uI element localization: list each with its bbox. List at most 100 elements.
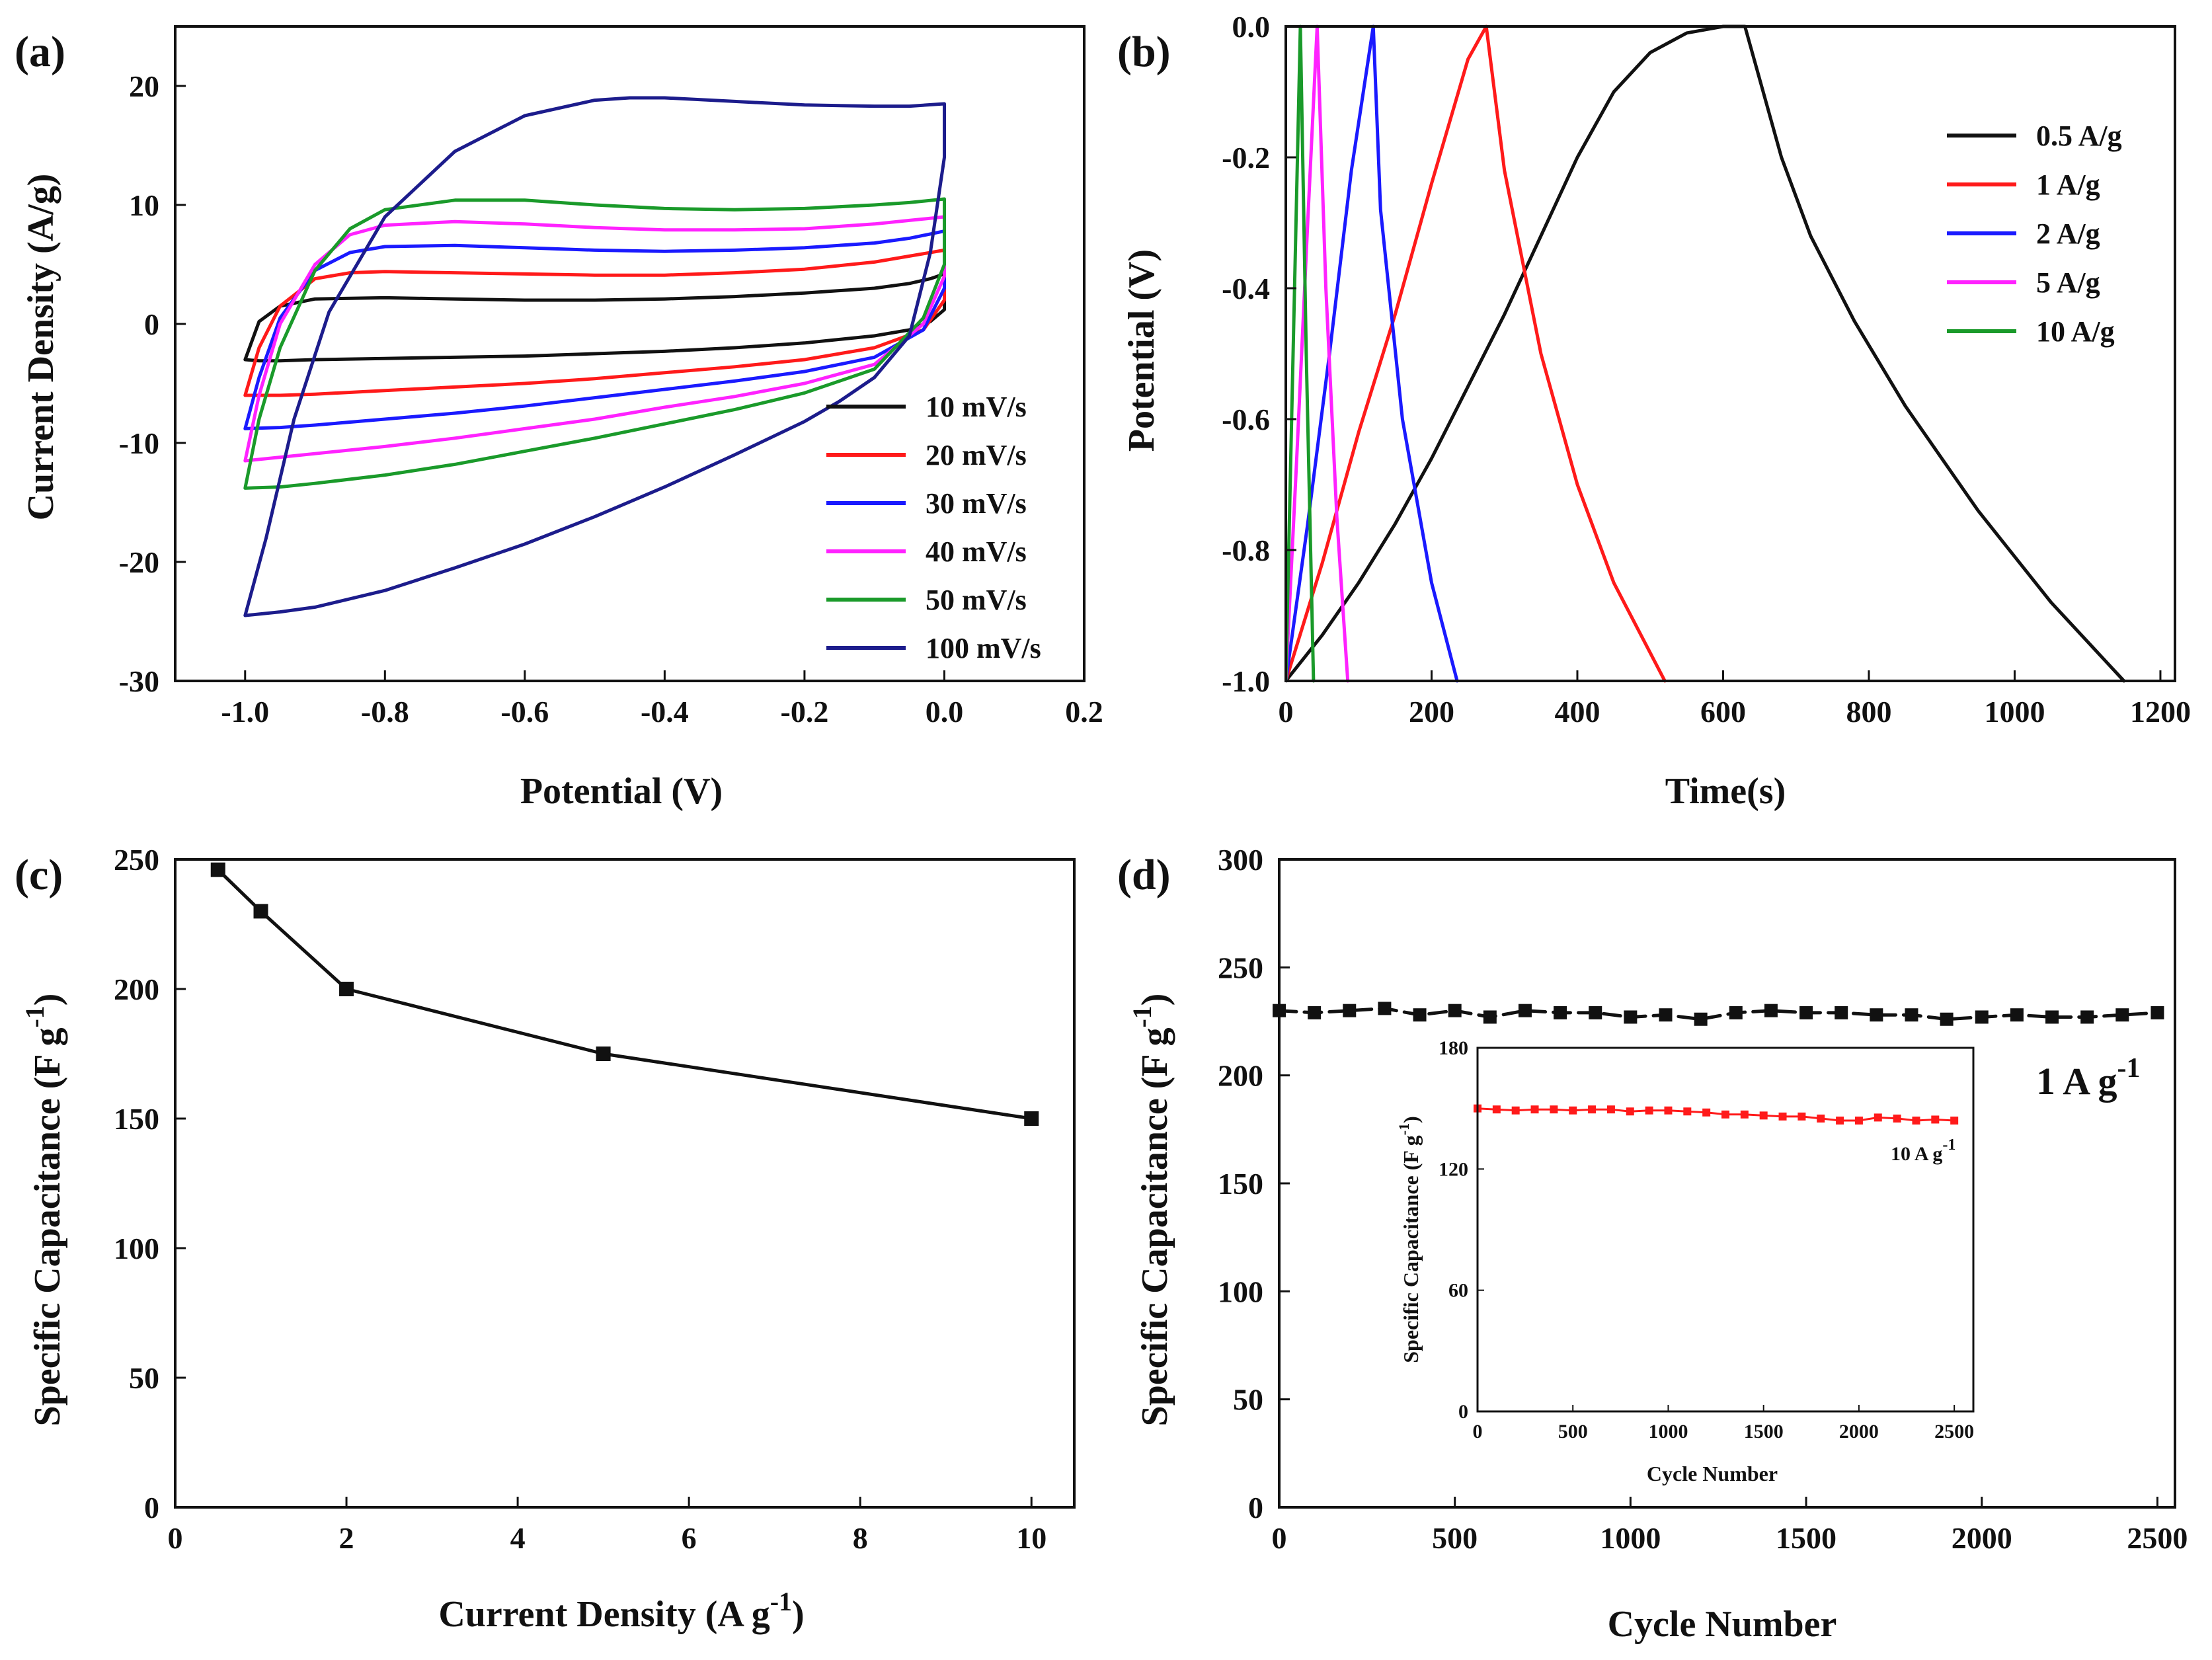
panel-d-x-tick-label-0: 0 <box>1272 1521 1287 1555</box>
panel-d-inset-point-0-20 <box>1854 1117 1863 1125</box>
panel-d-inset-point-0-11 <box>1683 1107 1692 1116</box>
panel-d-inset-series-line-0 <box>1478 1107 1955 1122</box>
panel-b-legend-label-3: 5 A/g <box>2036 266 2100 299</box>
panel-c-x-tick-label-4: 8 <box>853 1521 868 1555</box>
panel-d-y-tick-label-3: 150 <box>1218 1167 1263 1201</box>
panel-d-y-tick-label-6: 300 <box>1218 843 1263 877</box>
panel-c-x-tick-label-2: 4 <box>510 1521 526 1555</box>
panel-d-inset-point-0-15 <box>1759 1111 1768 1120</box>
panel-d-inset-point-0-18 <box>1817 1114 1825 1123</box>
panel-d-point-0-19 <box>1940 1012 1954 1026</box>
panel-b-ticks: 0 200 400 600 800 1000 1200 -1.0 -0.8 -0.6 -0.4 -0.… <box>1222 10 2191 729</box>
panel-d-inset-point-0-10 <box>1664 1106 1673 1115</box>
panel-c-x-axis-title-sup: -1 <box>770 1587 792 1616</box>
panel-d-point-0-12 <box>1694 1012 1708 1026</box>
panel-d-inset-point-0-23 <box>1912 1117 1920 1125</box>
panel-a-legend-label-2: 30 mV/s <box>926 487 1027 520</box>
panel-d-point-0-8 <box>1554 1006 1567 1019</box>
panel-a-y-tick-label-5: 20 <box>129 69 159 103</box>
panel-b-x-tick-label-0: 0 <box>1279 695 1294 729</box>
panel-d-y-tick-label-0: 0 <box>1248 1491 1263 1524</box>
inset-annotation: 10 A g-1 <box>1891 1136 1955 1165</box>
panel-b-x-tick-label-3: 600 <box>1700 695 1746 729</box>
panel-d-point-0-22 <box>2045 1010 2059 1024</box>
inset-plot-frame <box>1476 1047 1975 1413</box>
panel-b-x-tick-label-5: 1000 <box>1984 695 2045 729</box>
panel-c-x-tick-label-3: 6 <box>682 1521 697 1555</box>
panel-c-x-tick-label-1: 2 <box>339 1521 354 1555</box>
panel-d-inset-point-0-7 <box>1606 1105 1615 1114</box>
panel-b-y-tick-label-3: -0.4 <box>1222 272 1270 305</box>
panel-a-y-tick-label-1: -20 <box>119 545 159 579</box>
panel-b-legend-label-0: 0.5 A/g <box>2036 120 2122 152</box>
panel-c-x-axis-title-end: ) <box>792 1594 805 1635</box>
panel-c-y-tick-label-2: 100 <box>114 1232 159 1265</box>
panel-d-inset-point-0-19 <box>1836 1117 1844 1125</box>
inset-y-axis-title-end: ) <box>1399 1116 1423 1123</box>
panel-d-inset-point-0-6 <box>1588 1105 1597 1114</box>
panel-c-y-axis-title-end: ) <box>27 994 68 1006</box>
panel-d-annotation-main: 1 A g <box>2036 1060 2117 1103</box>
panel-d-y-axis-title: Specific Capacitance (F g-1) <box>1127 994 1175 1427</box>
panel-c-y-tick-label-5: 250 <box>114 843 159 877</box>
panel-d-inset-point-0-13 <box>1721 1110 1729 1119</box>
panel-d-point-0-23 <box>2080 1010 2094 1024</box>
panel-a-ticks: -1.0 -0.8 -0.6 -0.4 -0.2 0.0 0.2 -30 -20 -10 0 10 20 <box>119 69 1103 729</box>
panel-d-point-0-1 <box>1308 1006 1322 1019</box>
panel-c-y-tick-label-4: 200 <box>114 972 159 1006</box>
panel-a-series-group <box>243 96 946 617</box>
panel-c-label: (c) <box>15 851 63 899</box>
panel-d-y-tick-label-4: 200 <box>1218 1059 1263 1093</box>
panel-d-point-0-11 <box>1659 1008 1673 1022</box>
panel-d-inset-point-0-17 <box>1797 1112 1806 1121</box>
inset-y-axis-title: Specific Capacitance (F g-1) <box>1396 1116 1423 1363</box>
inset-ticks: 0 500 1000 1500 2000 2500 0 60 120 180 <box>1439 1037 1974 1443</box>
panel-c-series-group <box>210 862 1039 1126</box>
panel-d-point-0-3 <box>1378 1002 1392 1015</box>
panel-d-inset-y-tick-label-2: 120 <box>1439 1158 1468 1180</box>
panel-a-legend: 10 mV/s 20 mV/s 30 mV/s 40 mV/s 50 mV/s 100 m… <box>826 391 1041 664</box>
panel-d-inset-point-0-4 <box>1550 1105 1558 1114</box>
panel-d-point-0-10 <box>1624 1010 1638 1024</box>
panel-d-point-0-16 <box>1835 1006 1848 1019</box>
panel-b-legend-label-2: 2 A/g <box>2036 217 2100 250</box>
panel-b-legend-label-4: 10 A/g <box>2036 315 2115 348</box>
panel-b-y-tick-label-4: -0.2 <box>1222 141 1270 175</box>
panel-b-series-group <box>1286 24 2126 683</box>
panel-d-inset-x-tick-label-4: 2000 <box>1839 1421 1879 1443</box>
panel-d-inset-point-0-24 <box>1931 1115 1940 1124</box>
panel-b-legend: 0.5 A/g 1 A/g 2 A/g 5 A/g 10 A/g <box>1947 120 2122 348</box>
panel-c-x-tick-label-0: 0 <box>168 1521 183 1555</box>
panel-b-legend-label-1: 1 A/g <box>2036 169 2100 201</box>
panel-a-x-tick-label-4: -0.2 <box>781 695 829 729</box>
panel-d-point-0-18 <box>1905 1008 1918 1022</box>
panel-a-series-line-2 <box>243 229 946 430</box>
panel-d-ticks: 0 500 1000 1500 2000 2500 0 50 100 150 200 250 300 <box>1218 843 2188 1555</box>
panel-d-point-0-2 <box>1343 1004 1357 1017</box>
panel-a-legend-label-3: 40 mV/s <box>926 535 1027 568</box>
panel-d-inset-point-0-22 <box>1893 1114 1901 1123</box>
panel-d-point-0-21 <box>2010 1008 2024 1022</box>
panel-d-inset-point-0-8 <box>1626 1107 1634 1116</box>
panel-d-point-0-9 <box>1589 1006 1602 1019</box>
panel-d-inset-point-0-21 <box>1874 1113 1882 1122</box>
panel-d-x-axis-title: Cycle Number <box>1608 1604 1837 1645</box>
panel-a-y-tick-label-2: -10 <box>119 426 159 460</box>
panel-a-y-tick-label-0: -30 <box>119 664 159 698</box>
panel-a-legend-label-4: 50 mV/s <box>926 584 1027 616</box>
panel-d-y-tick-label-1: 50 <box>1233 1383 1263 1417</box>
panel-a-legend-label-0: 10 mV/s <box>926 391 1027 423</box>
panel-d-inset-x-tick-label-2: 1000 <box>1648 1421 1688 1443</box>
panel-a-plot-frame <box>174 25 1086 682</box>
panel-d-point-0-13 <box>1729 1006 1743 1019</box>
panel-c-y-axis-title-sup: -1 <box>20 1006 50 1027</box>
panel-a-x-tick-label-3: -0.4 <box>641 695 689 729</box>
panel-d-y-axis-title-main: Specific Capacitance (F g <box>1134 1028 1175 1427</box>
panel-d-inset: 0 500 1000 1500 2000 2500 0 60 120 180 Cycle Numb… <box>1396 1037 1975 1485</box>
panel-b-label: (b) <box>1117 28 1171 76</box>
panel-c-y-tick-label-0: 0 <box>144 1491 159 1524</box>
panel-d-inset-x-tick-label-5: 2500 <box>1934 1421 1974 1443</box>
inset-y-axis-title-main: Specific Capacitance (F g <box>1399 1135 1423 1363</box>
panel-d-x-tick-label-4: 2000 <box>1952 1521 2012 1555</box>
panel-a-x-tick-label-5: 0.0 <box>926 695 964 729</box>
